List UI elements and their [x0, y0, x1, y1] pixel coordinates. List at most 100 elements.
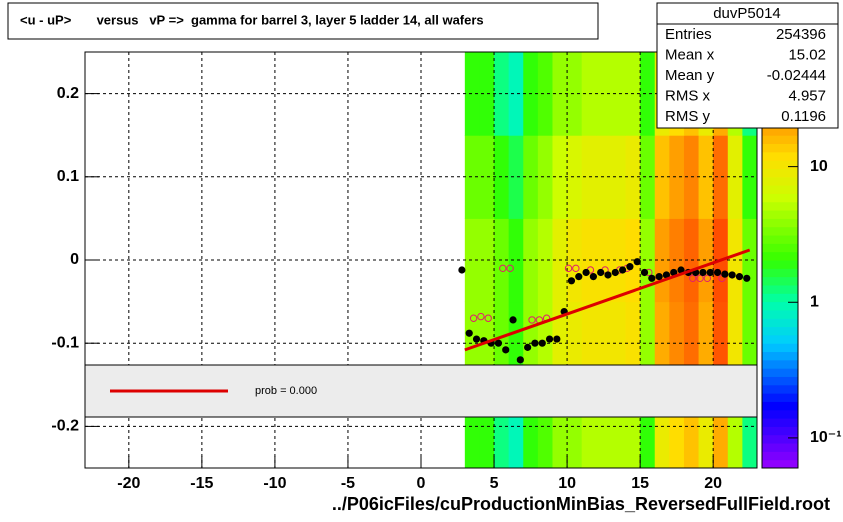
colorbar-step — [762, 384, 798, 394]
profile-point — [677, 266, 685, 274]
colorbar-step — [762, 143, 798, 153]
x-tick-label: -15 — [190, 475, 213, 492]
stats-value: -0.02444 — [767, 67, 826, 84]
colorbar-step — [762, 168, 798, 178]
profile-point — [604, 271, 612, 279]
colorbar-step — [762, 210, 798, 219]
open-point — [696, 274, 704, 283]
profile-point — [494, 339, 503, 347]
profile-point — [699, 268, 707, 277]
profile-point — [567, 277, 576, 285]
heat-cell — [464, 52, 480, 136]
colorbar-step — [762, 334, 798, 344]
z-tick-label: 10 — [810, 158, 828, 175]
open-point — [572, 264, 580, 273]
heat-cell — [508, 52, 524, 136]
profile-point — [619, 266, 627, 274]
profile-point — [626, 263, 634, 271]
y-tick-label: 0 — [70, 251, 79, 268]
heat-cell — [479, 52, 495, 136]
y-tick-label: 0.2 — [57, 85, 79, 102]
open-point — [689, 274, 697, 283]
heat-cell — [640, 218, 656, 303]
profile-point — [611, 268, 619, 277]
open-point — [528, 316, 536, 324]
colorbar-step — [762, 309, 798, 319]
colorbar-step — [762, 343, 798, 353]
colorbar-step — [762, 401, 798, 411]
colorbar-step — [762, 235, 798, 244]
x-tick-label: 20 — [704, 475, 722, 492]
stats-key: RMS x — [665, 87, 711, 104]
open-point — [564, 264, 573, 273]
stats-value: 0.1196 — [781, 108, 826, 125]
heat-cell — [669, 135, 685, 219]
heat-cell — [669, 301, 685, 386]
colorbar-step — [762, 351, 798, 361]
heat-cell — [464, 218, 480, 303]
profile-point — [721, 270, 729, 278]
profile-point — [728, 271, 736, 279]
heat-cell — [610, 135, 627, 219]
heat-cell — [610, 301, 627, 386]
colorbar-step — [762, 318, 798, 328]
legend-label: prob = 0.000 — [255, 385, 317, 397]
open-point — [477, 312, 485, 321]
x-tick-label: 10 — [558, 475, 576, 492]
profile-point — [516, 356, 524, 364]
stats-value: 15.02 — [788, 46, 826, 63]
heat-cell — [479, 135, 495, 219]
heat-cell — [742, 301, 758, 386]
heat-cell — [567, 135, 583, 219]
heat-cell — [537, 52, 553, 136]
profile-point — [553, 335, 561, 343]
colorbar-step — [762, 409, 798, 419]
profile-point — [502, 346, 510, 354]
profile-point — [458, 266, 466, 274]
heat-cell — [610, 218, 627, 303]
heat-cell — [669, 218, 685, 303]
colorbar-step — [762, 226, 798, 236]
heat-cell — [567, 301, 583, 386]
stats-key: Entries — [665, 26, 712, 43]
open-point — [484, 314, 492, 322]
profile-point — [472, 335, 481, 343]
z-tick-label: 10⁻¹ — [810, 429, 842, 446]
heat-cell — [640, 52, 656, 136]
colorbar-step — [762, 284, 798, 294]
colorbar-step — [762, 126, 798, 136]
colorbar-step — [762, 359, 798, 369]
stats-key: Mean y — [665, 67, 715, 84]
profile-point — [743, 274, 751, 282]
colorbar-step — [762, 251, 798, 261]
heat-cell — [464, 301, 480, 386]
open-point — [506, 264, 514, 273]
x-tick-label: 0 — [417, 475, 426, 492]
x-tick-label: -20 — [117, 475, 140, 492]
profile-point — [670, 268, 678, 277]
profile-point — [538, 339, 546, 347]
heat-cell — [508, 218, 524, 303]
profile-point — [509, 316, 517, 324]
colorbar-step — [762, 301, 798, 311]
colorbar-step — [762, 185, 798, 194]
chart-title: <u - uP> versus vP => gamma for barrel 3… — [20, 12, 484, 27]
colorbar-step — [762, 418, 798, 427]
heat-cell — [640, 135, 656, 219]
profile-point — [524, 343, 532, 351]
heat-cell — [713, 301, 729, 386]
colorbar-step — [762, 193, 798, 203]
open-point — [469, 314, 478, 322]
profile-point — [662, 271, 671, 279]
x-axis-label: ../P06icFiles/cuProductionMinBias_Revers… — [332, 494, 830, 514]
heat-cell — [567, 52, 583, 136]
colorbar-step — [762, 368, 798, 377]
heat-cell — [713, 135, 729, 219]
profile-point — [655, 273, 663, 281]
profile-point — [640, 268, 649, 277]
colorbar-step — [762, 160, 798, 169]
profile-point — [633, 258, 641, 266]
y-tick-label: -0.2 — [51, 418, 79, 435]
profile-point — [582, 268, 590, 277]
colorbar-step — [762, 268, 798, 278]
